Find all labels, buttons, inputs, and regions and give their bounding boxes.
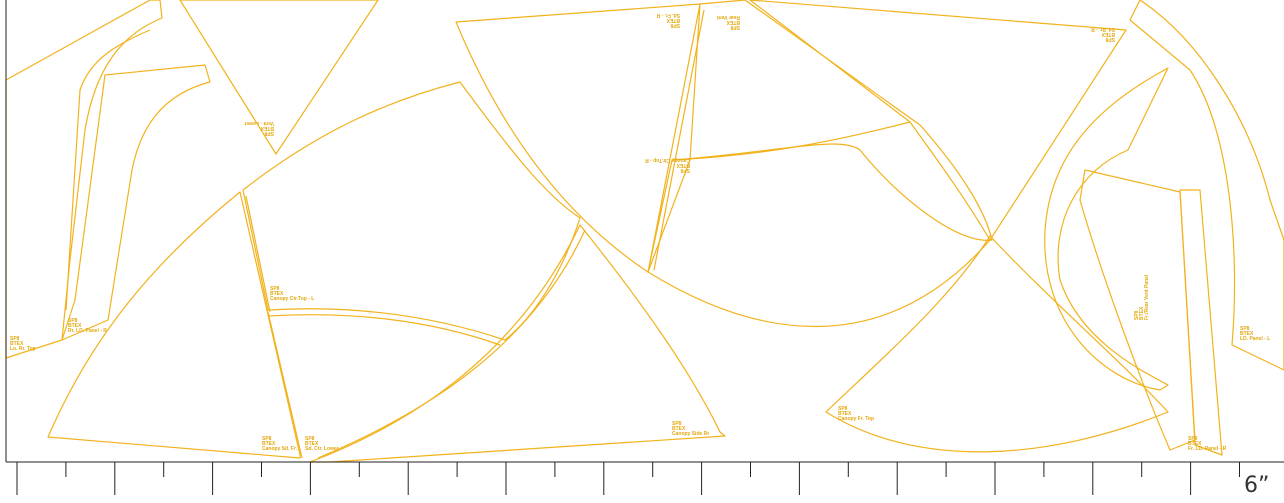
piece-canopy-ctr-top-r — [647, 0, 993, 273]
label-sd-ctr-lower: SP8 BTEX Sd. Ctr. Lower — [305, 436, 339, 452]
piece-ld-panel-l — [1129, 0, 1284, 371]
label-vent-lower: SP8BTEXVent - Lower — [244, 120, 274, 136]
piece-vent-lower — [1079, 169, 1196, 451]
label-rear-vent: SP8BTEXRear Vent — [717, 14, 740, 30]
ruler — [16, 462, 1240, 495]
label-ld-panel-l: SP8 BTEX LD. Panel - L — [1240, 326, 1270, 342]
label-rr-ld-panel-r: SP8 BTEX Rr. LD. Panel - R — [68, 318, 107, 334]
piece-fr-rear-vent-panel — [1044, 67, 1169, 391]
label-fr-ld-panel-r: SP8 BTEX Fr. LD. Panel - R — [1188, 436, 1227, 452]
piece-fr-ld-panel-r — [1179, 189, 1223, 456]
ruler-label: 6” — [1244, 473, 1269, 498]
label-canopy-side-rr: SP8 BTEX Canopy Side Rr — [672, 421, 709, 437]
piece-top-triangle — [179, 0, 379, 155]
label-sd-fr-r: SP8BTEXSd. Fr. - R — [656, 12, 680, 28]
label-sd-rr-r: SP8BTEXSd. Rr. - R — [1091, 26, 1115, 42]
label-canopy-sd-fr: SP8 BTEX Canopy Sd. Fr. — [262, 436, 298, 452]
piece-canopy-side-rr — [267, 224, 726, 463]
piece-canopy-fr-top-large — [455, 3, 991, 327]
piece-canopy-sd-fr — [47, 191, 301, 459]
label-canopy-ctr-top-r: SP8BTEXCanopy Ctr.Top - R — [645, 157, 690, 173]
label-fr-rear-vent-panel: SP8BTEXFr./Rear Vent Panel — [1134, 274, 1150, 320]
piece-top-left-chevron — [5, 0, 163, 359]
piece-canopy-ctr-top-l — [242, 81, 581, 346]
piece-labels: SP8 BTEX Canopy Side Rr SP8 BTEX Canopy Ctr.… — [10, 12, 1270, 452]
label-canopy-ctr-top-l: SP8 BTEX Canopy Ctr.Top - L — [270, 286, 314, 302]
label-canopy-fr-top: SP8 BTEX Canopy Fr. Top — [838, 406, 874, 422]
piece-canopy-fr-top — [825, 235, 1169, 453]
label-lo-rr-top: SP8 BTEX Lo. Rr. Top — [10, 336, 36, 352]
piece-sd-rr-r — [749, 0, 1127, 241]
piece-rr-ld-panel — [61, 64, 211, 341]
